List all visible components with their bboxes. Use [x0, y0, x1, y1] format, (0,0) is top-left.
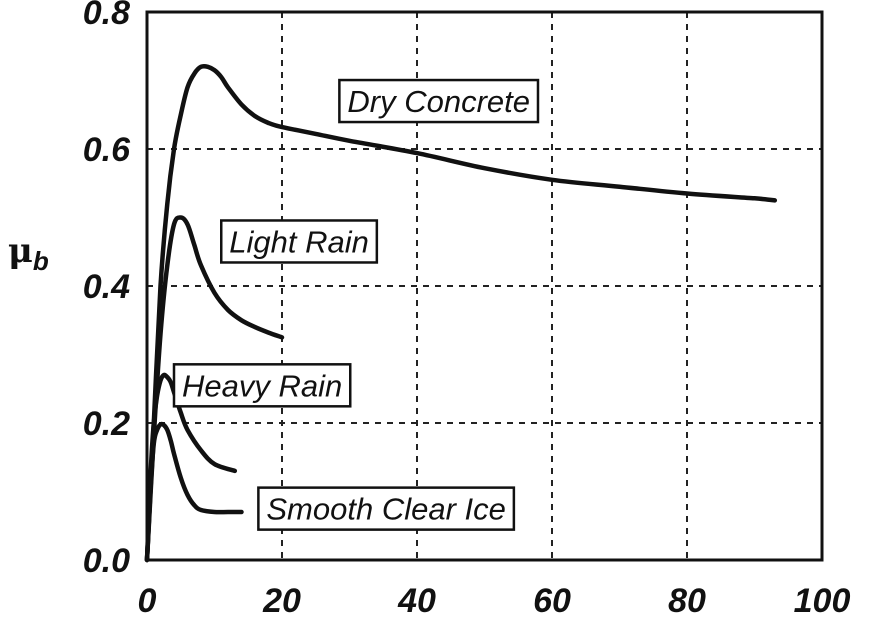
- y-tick-label: 0.4: [83, 268, 130, 306]
- tick-labels: 0 20 40 60 80 100 0.0 0.2 0.4 0.6 0.8: [83, 0, 851, 620]
- x-tick-label: 40: [397, 582, 436, 620]
- series-labels: Dry Concrete Light Rain Heavy Rain Smooth C…: [172, 78, 540, 531]
- y-axis-label-main: μ: [8, 231, 33, 271]
- y-tick-label: 0.6: [83, 131, 131, 169]
- series-label-box: [338, 78, 540, 124]
- series-label-smooth-clear-ice: Smooth Clear Ice: [257, 486, 516, 531]
- series-label-text: Dry Concrete: [347, 84, 530, 119]
- y-tick-label: 0.0: [83, 542, 130, 580]
- series-label-box: [220, 219, 379, 264]
- x-tick-label: 80: [668, 582, 706, 620]
- series-label-dry-concrete: Dry Concrete: [338, 78, 540, 124]
- series-label-box: [257, 486, 516, 531]
- series-label-heavy-rain: Heavy Rain: [172, 363, 352, 408]
- series-label-text: Heavy Rain: [182, 368, 342, 403]
- x-tick-label: 100: [794, 582, 851, 620]
- series-label-text: Smooth Clear Ice: [266, 492, 506, 527]
- grid: [147, 12, 822, 560]
- plot-frame: [145, 10, 824, 562]
- series-line-dry-concrete: [144, 63, 778, 563]
- y-axis-label: μb: [8, 231, 49, 276]
- series-lines: [144, 63, 778, 563]
- series-line-heavy-rain: [144, 372, 238, 563]
- series-line-light-rain: [144, 215, 285, 563]
- series-label-text: Light Rain: [229, 224, 369, 259]
- series-label-light-rain: Light Rain: [220, 219, 379, 264]
- y-tick-label: 0.8: [83, 0, 130, 32]
- x-tick-label: 0: [138, 582, 157, 620]
- x-tick-label: 20: [262, 582, 301, 620]
- x-tick-label: 60: [533, 582, 571, 620]
- y-tick-label: 0.2: [83, 405, 130, 443]
- series-label-box: [172, 363, 352, 408]
- series-line-smooth-clear-ice: [144, 421, 244, 563]
- y-axis-label-subscript: b: [33, 246, 49, 276]
